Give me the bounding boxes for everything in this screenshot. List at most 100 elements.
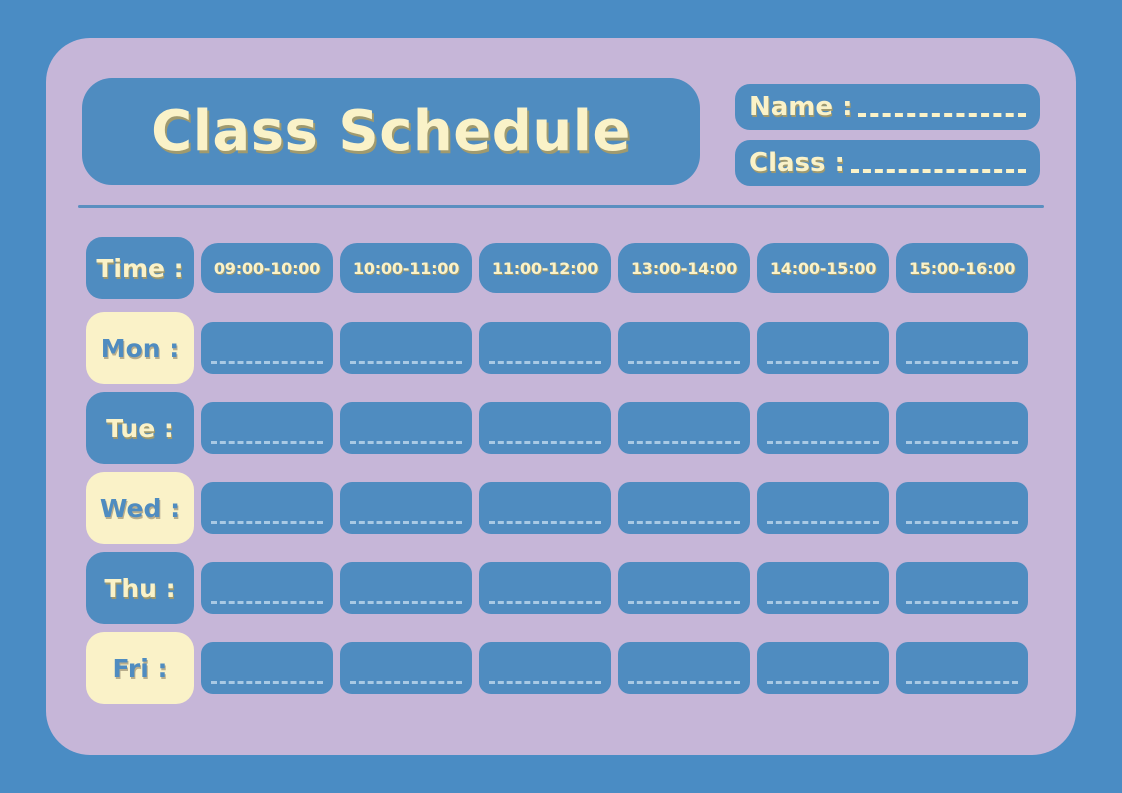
entry-cell[interactable] [757,402,889,454]
entry-cell[interactable] [201,562,333,614]
entry-writeline [767,521,879,524]
entry-cell[interactable] [201,402,333,454]
entry-writeline [211,681,323,684]
day-header-label: Tue : [106,413,174,443]
entry-cell[interactable] [479,562,611,614]
title-banner: Class Schedule [82,78,700,185]
entry-cell[interactable] [618,562,750,614]
entry-writeline [350,521,462,524]
time-slot-label: 09:00-10:00 [213,258,321,278]
entry-writeline [628,601,740,604]
entry-writeline [489,601,601,604]
grid-row-time-header: Time : 09:00-10:00 10:00-11:00 11:00-12:… [86,228,1036,308]
day-header-label: Thu : [104,573,176,603]
class-field-label: Class : [749,148,845,178]
entry-cell[interactable] [340,482,472,534]
entry-writeline [628,521,740,524]
day-header-mon: Mon : [86,312,194,384]
entry-cell[interactable] [340,322,472,374]
page-title: Class Schedule [151,99,631,164]
entry-writeline [350,361,462,364]
entry-cell[interactable] [618,322,750,374]
day-header-wed: Wed : [86,472,194,544]
time-slot-5: 14:00-15:00 [757,243,889,293]
entry-cell[interactable] [479,402,611,454]
name-field[interactable]: Name : [735,84,1040,130]
schedule-grid: Time : 09:00-10:00 10:00-11:00 11:00-12:… [86,228,1036,708]
entry-writeline [767,681,879,684]
name-field-writeline[interactable] [858,113,1026,117]
entry-writeline [211,361,323,364]
entry-cell[interactable] [340,402,472,454]
entry-writeline [350,601,462,604]
class-schedule-card: Class Schedule Name : Class : Time : 09:… [46,38,1076,755]
entry-writeline [489,521,601,524]
entry-cell[interactable] [757,642,889,694]
entry-list-tue [201,402,1036,454]
entry-cell[interactable] [896,642,1028,694]
entry-writeline [906,681,1018,684]
entry-cell[interactable] [896,322,1028,374]
entry-writeline [350,681,462,684]
entry-list-mon [201,322,1036,374]
class-field[interactable]: Class : [735,140,1040,186]
entry-cell[interactable] [757,322,889,374]
grid-row-fri: Fri : [86,628,1036,708]
entry-writeline [906,601,1018,604]
entry-cell[interactable] [479,642,611,694]
day-header-label: Wed : [99,493,181,523]
time-slot-1: 09:00-10:00 [201,243,333,293]
header-area: Class Schedule Name : Class : [82,78,1040,188]
entry-cell[interactable] [896,402,1028,454]
entry-writeline [211,521,323,524]
entry-writeline [767,601,879,604]
entry-writeline [350,441,462,444]
entry-writeline [489,441,601,444]
entry-cell[interactable] [479,482,611,534]
entry-writeline [628,361,740,364]
entry-writeline [489,681,601,684]
entry-writeline [906,441,1018,444]
entry-cell[interactable] [757,562,889,614]
day-header-fri: Fri : [86,632,194,704]
entry-list-wed [201,482,1036,534]
time-slot-6: 15:00-16:00 [896,243,1028,293]
entry-cell[interactable] [618,482,750,534]
entry-writeline [211,441,323,444]
day-header-label: Mon : [100,333,180,363]
grid-row-thu: Thu : [86,548,1036,628]
time-header-cell: Time : [86,237,194,299]
entry-writeline [489,361,601,364]
entry-writeline [767,361,879,364]
entry-cell[interactable] [340,562,472,614]
entry-cell[interactable] [201,482,333,534]
entry-cell[interactable] [896,562,1028,614]
entry-list-thu [201,562,1036,614]
entry-cell[interactable] [618,642,750,694]
class-field-writeline[interactable] [850,169,1026,173]
day-header-thu: Thu : [86,552,194,624]
day-header-label: Fri : [112,653,168,683]
entry-cell[interactable] [201,642,333,694]
entry-cell[interactable] [201,322,333,374]
entry-cell[interactable] [757,482,889,534]
entry-cell[interactable] [479,322,611,374]
time-slot-2: 10:00-11:00 [340,243,472,293]
entry-cell[interactable] [896,482,1028,534]
day-header-tue: Tue : [86,392,194,464]
entry-cell[interactable] [618,402,750,454]
time-slot-label: 13:00-14:00 [630,258,738,278]
entry-writeline [906,521,1018,524]
entry-writeline [767,441,879,444]
time-slot-4: 13:00-14:00 [618,243,750,293]
time-slot-label: 14:00-15:00 [769,258,877,278]
time-slot-label: 10:00-11:00 [352,258,460,278]
grid-row-mon: Mon : [86,308,1036,388]
entry-writeline [628,441,740,444]
entry-list-fri [201,642,1036,694]
grid-row-tue: Tue : [86,388,1036,468]
name-field-label: Name : [749,92,853,122]
entry-cell[interactable] [340,642,472,694]
time-slot-label: 11:00-12:00 [491,258,599,278]
header-divider [78,205,1044,208]
